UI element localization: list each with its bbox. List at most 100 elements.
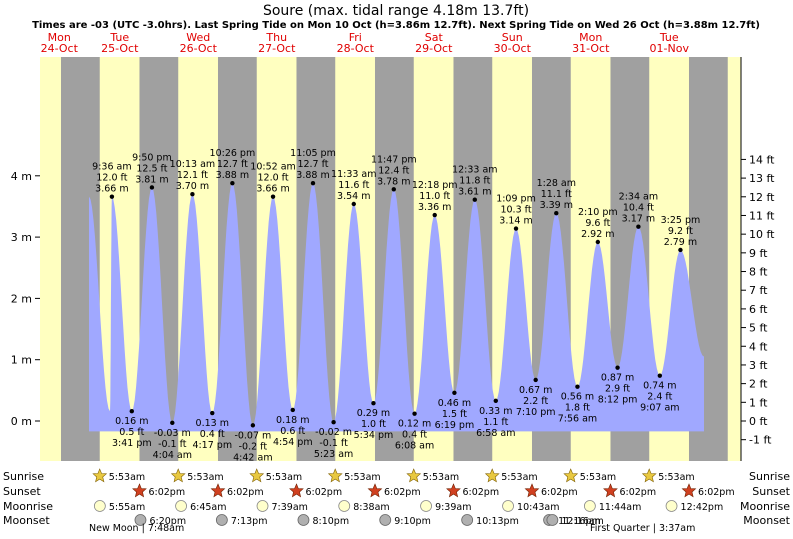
sunset-time: 6:02pm [384,487,421,498]
left-tick-label: 3 m [11,231,32,244]
right-tick-label: 0 ft [749,415,768,428]
low-time: 5:34 pm [354,430,394,441]
row-label-left: Moonrise [3,500,53,513]
low-time: 9:07 am [640,403,679,414]
right-tick-label: 6 ft [749,303,768,316]
low-ft: 2.9 ft [605,384,630,395]
high-m: 3.61 m [458,187,491,198]
high-ft: 10.4 ft [623,203,654,214]
low-time: 5:23 am [314,449,353,460]
sunset-icon [132,483,147,498]
low-ft: 1.5 ft [442,409,467,420]
chart-subtitle: Times are -03 (UTC -3.0hrs). Last Spring… [32,20,760,31]
low-m: 0.12 m [398,419,431,430]
low-m: 0.33 m [479,406,512,417]
row-label-left: Sunrise [3,470,44,483]
right-tick-label: 4 ft [749,340,768,353]
low-ft: 1.0 ft [361,419,386,430]
extreme-point [493,398,498,403]
sunset-time: 6:02pm [462,487,499,498]
daylight-band [727,57,741,461]
moonrise-time: 11:44am [599,502,641,513]
low-m: 0.67 m [519,385,552,396]
moonset-icon [379,514,392,526]
extreme-point [331,420,336,425]
high-ft: 12.0 ft [258,173,289,184]
moonset-time: 10:13pm [476,516,519,527]
right-tick-label: 12 ft [749,191,775,204]
right-tick-label: 7 ft [749,284,768,297]
extreme-point [472,197,477,202]
day-name: Mon [579,31,602,44]
low-time: 6:58 am [476,428,515,439]
day-name: Sun [502,31,523,44]
low-ft: 0.5 ft [119,427,144,438]
moonset-icon [461,514,474,526]
daylight-band [40,57,61,461]
high-ft: 9.2 ft [668,226,693,237]
extreme-point [270,194,276,199]
row-label-right: Moonset [743,514,790,527]
high-ft: 9.6 ft [585,218,610,229]
moonrise-time: 7:39am [272,502,308,513]
right-tick-label: 1 ft [749,396,768,409]
row-label-right: Moonrise [740,500,790,513]
high-m: 3.54 m [337,191,370,202]
extreme-point [149,185,155,190]
sunset-time: 6:02pm [619,487,656,498]
sunset-icon [603,483,618,498]
sunset-time: 6:02pm [541,487,578,498]
extreme-point [109,194,115,199]
low-ft: 1.8 ft [565,403,590,414]
right-tick-label: 2 ft [749,378,768,391]
moonrise-time: 8:38am [353,502,389,513]
moonrise-icon [420,500,432,512]
moonrise-icon [583,500,596,512]
high-ft: 12.7 ft [217,159,248,170]
high-m: 3.70 m [176,181,209,192]
right-tick-label: 10 ft [749,228,775,241]
sunrise-time: 5:53am [266,472,302,483]
moonrise-time: 6:45am [190,502,226,513]
sunrise-time: 5:53am [658,472,694,483]
extreme-point [615,365,620,370]
extreme-point [554,210,559,216]
extreme-point [452,390,457,396]
sunrise-time: 5:53am [580,472,616,483]
extreme-point [636,224,641,229]
low-time: 7:56 am [558,414,597,425]
sunrise-icon [92,468,108,483]
chart-title: Soure (max. tidal range 4.18m 13.7ft) [263,3,529,19]
moonrise-icon [502,500,514,512]
extreme-point [129,408,134,414]
day-date: 27-Oct [258,42,296,55]
right-tick-label: 14 ft [749,153,775,166]
extreme-point [250,423,256,428]
low-m: 0.16 m [115,416,148,427]
sunrise-time: 5:53am [423,472,459,483]
left-tick-label: 0 m [11,415,32,428]
low-ft: 1.1 ft [483,417,508,428]
extreme-point [678,247,683,253]
day-name: Sat [425,31,444,44]
high-ft: 11.1 ft [541,189,572,200]
low-m: -0.02 m [315,427,352,438]
high-m: 3.88 m [216,170,249,181]
right-tick-label: 5 ft [749,322,768,335]
high-m: 3.66 m [256,184,289,195]
high-m: 3.66 m [95,184,128,195]
sunrise-icon [641,468,657,483]
low-m: 0.46 m [438,398,471,409]
high-time: 9:36 am [92,162,131,173]
low-time: 8:12 pm [598,395,638,406]
right-tick-label: 3 ft [749,359,768,372]
day-name: Thu [265,31,287,44]
sunset-icon [367,483,383,498]
extreme-point [371,401,376,406]
extreme-point [210,410,215,416]
moonrise-time: 12:42pm [681,502,724,513]
sunset-icon [446,483,461,498]
moonset-icon [546,514,559,526]
